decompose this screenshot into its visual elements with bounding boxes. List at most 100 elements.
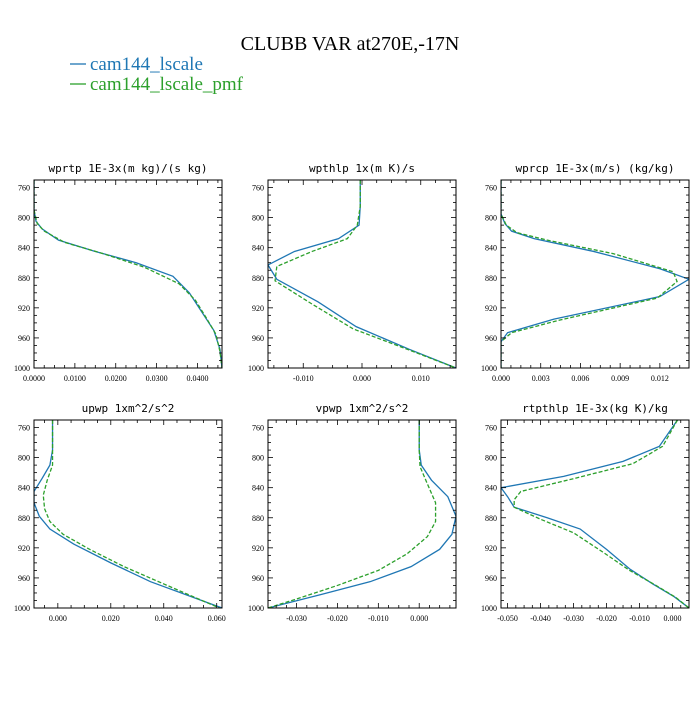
y-tick-label: 760 (252, 184, 264, 193)
plot-frame (500, 419, 690, 609)
y-tick-label: 880 (18, 274, 30, 283)
y-tick-label: 800 (485, 214, 497, 223)
chart-panel: rtpthlp 1E-3x(kg K)/kg 760 800 840 880 920 960… (481, 402, 690, 623)
x-tick-label: 0.0300 (146, 374, 168, 383)
x-tick-label: 0.0400 (186, 374, 208, 383)
x-tick-label: 0.003 (532, 374, 550, 383)
panel-title: rtpthlp 1E-3x(kg K)/kg (522, 402, 668, 415)
legend-label: cam144_lscale_pmf (90, 74, 244, 95)
y-tick-label: 840 (485, 244, 497, 253)
y-tick-label: 880 (252, 274, 264, 283)
legend-label: cam144_lscale (90, 54, 203, 75)
x-tick-label: 0.020 (102, 614, 120, 623)
x-tick-label: 0.060 (208, 614, 226, 623)
x-tick-label: -0.020 (596, 614, 617, 623)
plot-frame (33, 179, 223, 369)
y-tick-label: 960 (18, 334, 30, 343)
series-line (268, 420, 437, 608)
x-tick-label: -0.010 (629, 614, 650, 623)
y-tick-label: 840 (18, 244, 30, 253)
y-tick-label: 1000 (481, 604, 497, 613)
x-tick-label: 0.000 (353, 374, 371, 383)
y-tick-label: 880 (18, 514, 30, 523)
y-tick-label: 1000 (248, 604, 264, 613)
x-tick-label: 0.009 (611, 374, 629, 383)
y-tick-label: 880 (485, 274, 497, 283)
x-tick-label: -0.030 (563, 614, 584, 623)
y-tick-label: 840 (485, 484, 497, 493)
x-tick-label: 0.0100 (64, 374, 86, 383)
plot-frame (267, 419, 457, 609)
y-tick-label: 920 (252, 304, 264, 313)
y-tick-label: 920 (18, 544, 30, 553)
legend-entry: cam144_lscale_pmf (70, 74, 244, 95)
panel-title: upwp 1xm^2/s^2 (82, 402, 175, 415)
y-tick-label: 920 (252, 544, 264, 553)
x-tick-label: -0.020 (327, 614, 348, 623)
y-tick-label: 800 (252, 214, 264, 223)
series-line (34, 180, 222, 368)
x-tick-label: 0.000 (664, 614, 682, 623)
y-tick-label: 1000 (248, 364, 264, 373)
x-tick-label: 0.000 (492, 374, 510, 383)
y-tick-label: 960 (18, 574, 30, 583)
series-line (513, 420, 689, 608)
y-tick-label: 760 (18, 184, 30, 193)
series-line (274, 180, 456, 368)
y-tick-label: 880 (485, 514, 497, 523)
x-tick-label: -0.010 (368, 614, 389, 623)
x-tick-label: 0.012 (651, 374, 669, 383)
y-tick-label: 960 (252, 334, 264, 343)
y-tick-label: 960 (252, 574, 264, 583)
y-tick-label: 840 (18, 484, 30, 493)
series-line (34, 420, 222, 608)
x-tick-label: 0.0200 (105, 374, 127, 383)
y-tick-label: 800 (18, 454, 30, 463)
legend-entry: cam144_lscale (70, 54, 203, 75)
panel-title: wprcp 1E-3x(m/s) (kg/kg) (516, 162, 675, 175)
y-tick-label: 920 (485, 544, 497, 553)
y-tick-label: 920 (18, 304, 30, 313)
y-tick-label: 760 (18, 424, 30, 433)
x-tick-label: -0.010 (293, 374, 314, 383)
x-tick-label: -0.040 (530, 614, 551, 623)
panel-title: wpthlp 1x(m K)/s (309, 162, 415, 175)
y-tick-label: 800 (18, 214, 30, 223)
x-tick-label: 0.000 (410, 614, 428, 623)
x-tick-label: 0.006 (571, 374, 589, 383)
series-line (34, 180, 222, 368)
y-tick-label: 800 (485, 454, 497, 463)
series-line (42, 420, 220, 608)
y-tick-label: 1000 (14, 604, 30, 613)
y-tick-label: 760 (485, 184, 497, 193)
x-tick-label: -0.050 (497, 614, 518, 623)
y-tick-label: 960 (485, 574, 497, 583)
series-line (268, 180, 456, 368)
y-tick-label: 840 (252, 484, 264, 493)
x-tick-label: 0.040 (155, 614, 173, 623)
x-tick-label: -0.030 (286, 614, 307, 623)
series-line (501, 180, 678, 368)
y-tick-label: 800 (252, 454, 264, 463)
plot-frame (267, 179, 457, 369)
chart-panel: wprtp 1E-3x(m kg)/(s kg) 760 800 840 880 920 9… (14, 162, 223, 383)
y-tick-label: 880 (252, 514, 264, 523)
legend: cam144_lscale cam144_lscale_pmf (70, 54, 244, 95)
panel-title: vpwp 1xm^2/s^2 (316, 402, 409, 415)
series-line (501, 180, 689, 368)
panels: wprtp 1E-3x(m kg)/(s kg) 760 800 840 880 920 9… (14, 162, 690, 623)
plot-frame (33, 419, 223, 609)
y-tick-label: 840 (252, 244, 264, 253)
y-tick-label: 760 (485, 424, 497, 433)
plot-frame (500, 179, 690, 369)
x-tick-label: 0.0000 (23, 374, 45, 383)
chart-panel: wpthlp 1x(m K)/s 760 800 840 880 920 960 1000 -0… (248, 162, 457, 383)
y-tick-label: 920 (485, 304, 497, 313)
chart-panel: vpwp 1xm^2/s^2 760 800 840 880 920 960 1000 -0.0… (248, 402, 457, 623)
series-line (501, 420, 689, 608)
x-tick-label: 0.010 (412, 374, 430, 383)
y-tick-label: 1000 (14, 364, 30, 373)
series-line (268, 420, 456, 608)
